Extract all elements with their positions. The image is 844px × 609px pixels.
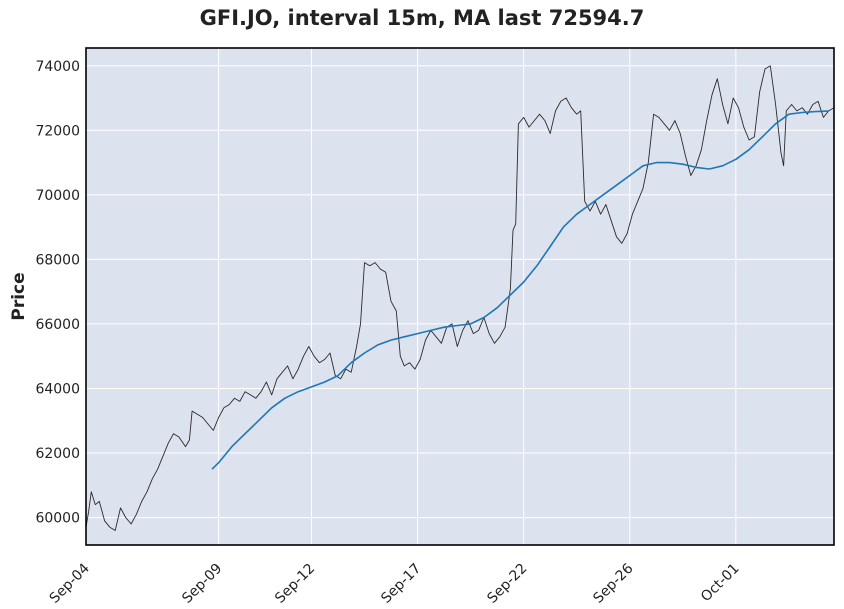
y-tick-label: 70000 — [35, 188, 80, 204]
y-tick-label: 62000 — [35, 446, 80, 462]
y-tick-label: 60000 — [35, 511, 80, 527]
x-tick-label: Sep-12 — [272, 561, 318, 607]
moving-average-line — [211, 110, 829, 470]
x-tick-label: Sep-17 — [378, 561, 424, 607]
y-tick-label: 72000 — [35, 123, 80, 139]
plot-frame — [85, 47, 835, 546]
y-tick-label: 68000 — [35, 252, 80, 268]
y-tick-label: 74000 — [35, 59, 80, 75]
series-layer — [85, 65, 835, 531]
y-tick-label: 64000 — [35, 381, 80, 397]
plot-background — [86, 48, 834, 545]
x-tick-label: Sep-22 — [484, 561, 530, 607]
x-tick-label: Sep-09 — [179, 561, 225, 607]
y-tick-label: 66000 — [35, 317, 80, 333]
x-tick-label: Sep-04 — [47, 560, 93, 606]
x-tick-label: Oct-01 — [698, 561, 743, 606]
y-axis-label: Price — [9, 272, 29, 320]
price-line — [85, 65, 835, 531]
chart-title: GFI.JO, interval 15m, MA last 72594.7 — [199, 6, 645, 30]
x-tick-label: Sep-26 — [590, 560, 636, 606]
